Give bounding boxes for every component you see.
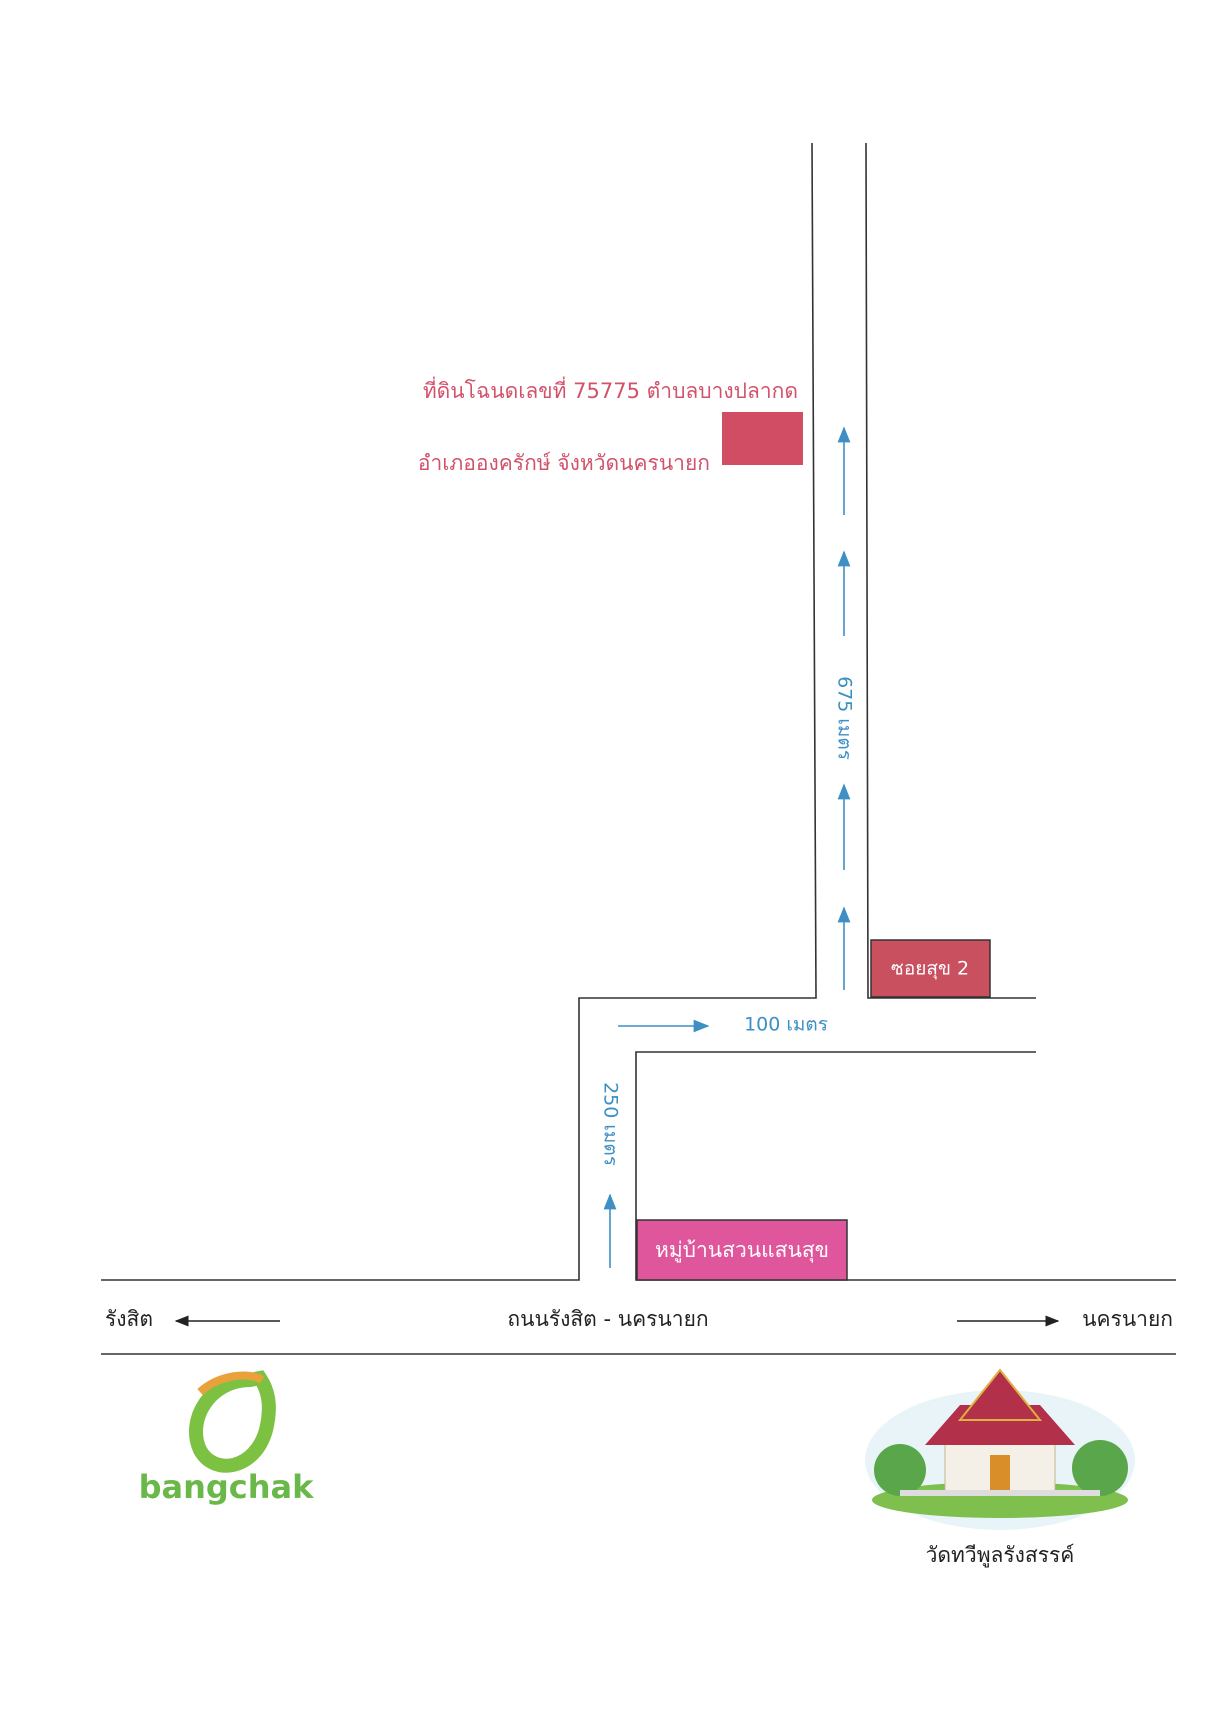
distance-east: 100 เมตร [744,1014,828,1036]
distance-south: 250 เมตร [600,1082,622,1166]
village-label: หมู่บ้านสวนแสนสุข [655,1238,829,1263]
village-box [636,1219,848,1281]
land-plot [722,412,803,465]
soi-box [870,939,991,998]
temple-name: วัดทวีพูลรังสรรค์ [926,1543,1075,1568]
left-label: รังสิต [105,1307,153,1331]
roads [101,142,1176,1355]
land-line2: อำเภอองครักษ์ จังหวัดนครนายก [418,451,710,475]
logo-text: bangchak [139,1468,315,1506]
temple-illustration [865,1368,1135,1530]
right-label: นครนายก [1082,1307,1173,1331]
land-line1: ที่ดินโฉนดเลขที่ 75775 ตำบลบางปลากด [423,376,798,403]
distance-north: 675 เมตร [834,676,856,760]
soi-label: ซอยสุข 2 [891,958,969,981]
logo [189,1370,276,1473]
road-name: ถนนรังสิต - นครนายก [507,1307,708,1331]
